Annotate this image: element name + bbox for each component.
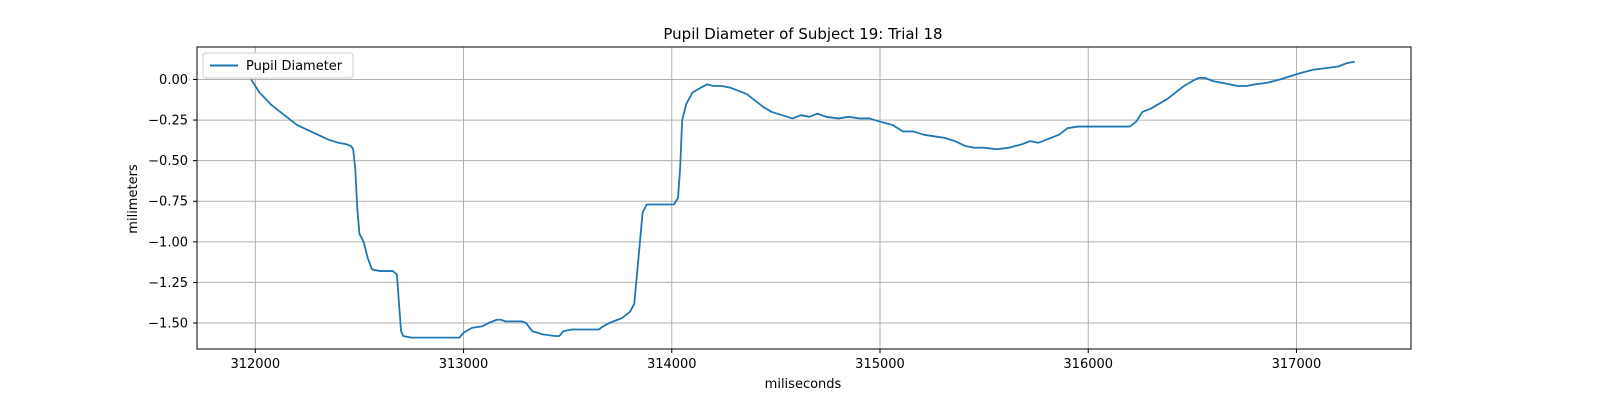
y-tick-label: −0.50 <box>148 154 188 169</box>
y-axis-title: milimeters <box>126 164 141 234</box>
y-tick-label: −0.75 <box>148 195 188 210</box>
y-tick-label: −0.25 <box>148 114 188 129</box>
x-tick-label: 313000 <box>439 357 489 372</box>
y-tick-label: −1.25 <box>148 276 188 291</box>
y-axis-ticks: 0.00 −0.25 −0.50 −0.75 −1.00 −1.25 −1.50 <box>148 73 197 332</box>
x-tick-label: 314000 <box>647 357 697 372</box>
legend: Pupil Diameter <box>202 52 354 79</box>
x-axis-title: miliseconds <box>765 377 842 392</box>
y-tick-label: −1.00 <box>148 235 188 250</box>
series-line-pupil-diameter <box>250 60 1355 339</box>
x-axis-ticks: 312000 313000 314000 315000 316000 317000 <box>230 349 1321 372</box>
legend-label: Pupil Diameter <box>246 59 343 74</box>
x-tick-label: 315000 <box>855 357 905 372</box>
y-tick-label: −1.50 <box>148 317 188 332</box>
chart-title: Pupil Diameter of Subject 19: Trial 18 <box>663 25 942 43</box>
x-tick-label: 316000 <box>1063 357 1113 372</box>
x-tick-label: 317000 <box>1272 357 1322 372</box>
line-series-layer <box>250 60 1355 339</box>
plot-area-frame <box>196 46 1412 350</box>
x-tick-label: 312000 <box>230 357 280 372</box>
y-tick-label: 0.00 <box>159 73 188 88</box>
legend-box <box>202 52 354 79</box>
grid-lines <box>197 47 1411 349</box>
